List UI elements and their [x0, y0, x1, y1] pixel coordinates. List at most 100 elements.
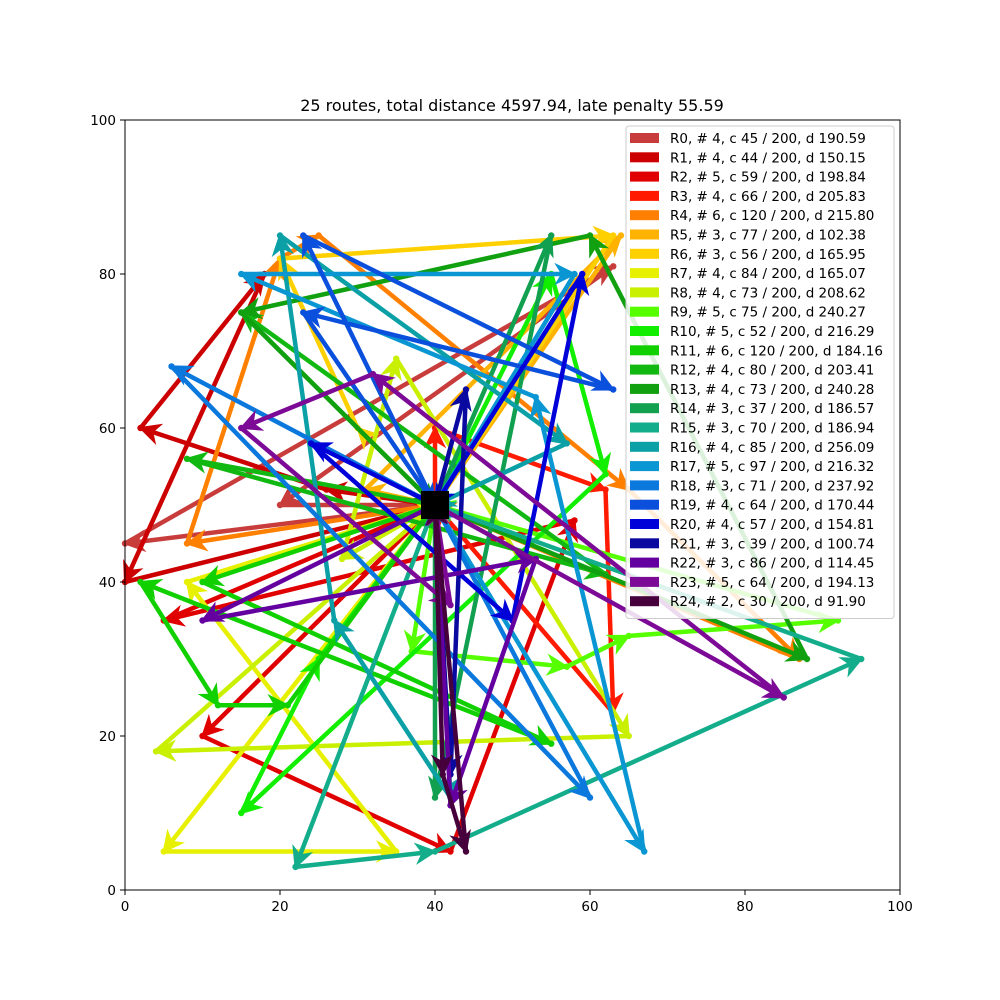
- x-tick-label: 0: [121, 899, 130, 915]
- routes-layer: [121, 225, 865, 871]
- legend-entry-r18: R18, # 3, c 71 / 200, d 237.92: [630, 478, 874, 494]
- route-r13-segment: [432, 502, 810, 662]
- route-r19-segment: [301, 233, 616, 392]
- legend-label: R16, # 4, c 85 / 200, d 256.09: [670, 440, 874, 456]
- y-tick-label: 40: [99, 575, 116, 591]
- y-tick-label: 80: [99, 267, 116, 283]
- legend-entry-r21: R21, # 3, c 39 / 200, d 100.74: [630, 536, 874, 552]
- legend-label: R21, # 3, c 39 / 200, d 100.74: [670, 536, 874, 552]
- route-r19-stop: [300, 309, 307, 316]
- route-r23-stop: [780, 694, 787, 701]
- legend-label: R3, # 4, c 66 / 200, d 205.83: [670, 189, 866, 205]
- route-r19-segment: [301, 310, 438, 508]
- legend-label: R14, # 3, c 37 / 200, d 186.57: [670, 401, 874, 417]
- legend-swatch: [630, 576, 659, 587]
- route-r3-segment: [432, 502, 616, 716]
- route-r20-segment: [308, 441, 438, 508]
- route-r12-stop: [183, 455, 191, 462]
- legend-label: R5, # 3, c 77 / 200, d 102.38: [670, 228, 866, 244]
- legend-entry-r0: R0, # 4, c 45 / 200, d 190.59: [630, 131, 866, 147]
- legend-swatch: [630, 152, 659, 163]
- route-r7-stop: [160, 848, 167, 855]
- route-r12-segment: [239, 310, 608, 577]
- legend-label: R15, # 3, c 70 / 200, d 186.94: [670, 421, 874, 437]
- y-tick-label: 100: [90, 113, 116, 129]
- route-r22-segment: [446, 556, 538, 808]
- route-r16-stop: [563, 440, 570, 447]
- route-r23-segment: [239, 371, 376, 431]
- x-tick-label: 20: [271, 899, 288, 915]
- route-r11-stop: [284, 702, 291, 709]
- route-r11-stop: [137, 578, 144, 586]
- route-r2-segment: [161, 502, 438, 623]
- route-r17-segment: [529, 394, 647, 854]
- route-r2-stop: [447, 848, 454, 855]
- route-r16-stop: [276, 232, 284, 239]
- route-r11-stop: [214, 702, 222, 709]
- legend-entry-r22: R22, # 3, c 86 / 200, d 114.45: [630, 556, 874, 572]
- route-r15-segment: [292, 502, 438, 870]
- legend-entry-r8: R8, # 4, c 73 / 200, d 208.62: [630, 285, 866, 301]
- legend-entry-r11: R11, # 6, c 120 / 200, d 184.16: [630, 343, 883, 359]
- legend-entry-r20: R20, # 4, c 57 / 200, d 154.81: [630, 517, 874, 533]
- legend-label: R20, # 4, c 57 / 200, d 154.81: [670, 517, 874, 533]
- legend-entry-r1: R1, # 4, c 44 / 200, d 150.15: [630, 150, 866, 166]
- route-r0-stop: [610, 263, 617, 270]
- route-r17-stop: [571, 270, 578, 278]
- route-r1-segment: [122, 498, 438, 585]
- depot-layer: [421, 491, 449, 519]
- route-r2-stop: [199, 732, 206, 740]
- legend-entry-r5: R5, # 3, c 77 / 200, d 102.38: [630, 228, 866, 244]
- route-r9-stop: [563, 663, 570, 670]
- route-r3-stop: [602, 486, 609, 493]
- legend-swatch: [630, 499, 659, 510]
- route-r24: [425, 502, 471, 855]
- legend-label: R10, # 5, c 52 / 200, d 216.29: [670, 324, 874, 340]
- legend-label: R1, # 4, c 44 / 200, d 150.15: [670, 150, 866, 166]
- y-tick-label: 20: [99, 729, 116, 745]
- legend-swatch: [630, 519, 659, 529]
- route-r18-stop: [168, 363, 175, 370]
- legend-entry-r16: R16, # 4, c 85 / 200, d 256.09: [630, 440, 874, 456]
- route-r11-stop: [548, 740, 555, 747]
- legend-entry-r19: R19, # 4, c 64 / 200, d 170.44: [630, 498, 874, 514]
- route-r9-stop: [625, 632, 632, 640]
- route-r18-stop: [586, 794, 594, 801]
- legend-entry-r2: R2, # 5, c 59 / 200, d 198.84: [630, 170, 866, 186]
- legend-swatch: [630, 364, 659, 375]
- legend-swatch: [630, 383, 659, 394]
- route-r19: [300, 232, 617, 508]
- route-r23-stop: [238, 424, 245, 432]
- route-r16-stop: [331, 617, 338, 624]
- legend-label: R19, # 4, c 64 / 200, d 170.44: [670, 498, 874, 514]
- route-r4-segment: [316, 233, 631, 492]
- route-r1-stop: [137, 424, 144, 432]
- legend-swatch: [630, 229, 659, 240]
- route-r1-stop: [323, 486, 330, 493]
- legend-entry-r9: R9, # 5, c 75 / 200, d 240.27: [630, 305, 866, 321]
- legend-swatch: [630, 171, 659, 182]
- route-r2-segment: [200, 733, 453, 854]
- legend-label: R22, # 3, c 86 / 200, d 114.45: [670, 556, 874, 572]
- legend-swatch: [630, 345, 659, 356]
- legend-swatch: [630, 557, 659, 568]
- route-r17-segment: [432, 502, 647, 854]
- legend-swatch: [630, 403, 659, 414]
- route-r13-segment: [239, 310, 438, 508]
- route-r22-stop: [199, 617, 206, 624]
- route-r23-segment: [432, 502, 786, 700]
- x-tick-label: 60: [581, 899, 598, 915]
- legend-swatch: [630, 133, 659, 143]
- x-tick-label: 100: [887, 899, 913, 915]
- legend-swatch: [630, 210, 659, 221]
- y-tick-label: 0: [107, 883, 116, 899]
- route-r7-stop: [183, 578, 191, 586]
- route-r15: [292, 501, 865, 871]
- route-r13-stop: [586, 232, 594, 239]
- legend-label: R9, # 5, c 75 / 200, d 240.27: [670, 305, 866, 321]
- legend-swatch: [630, 248, 659, 259]
- x-tick-label: 40: [426, 899, 443, 915]
- route-r0-stop: [276, 501, 284, 509]
- route-r24-stop: [462, 848, 470, 855]
- legend-entry-r23: R23, # 5, c 64 / 200, d 194.13: [630, 575, 874, 591]
